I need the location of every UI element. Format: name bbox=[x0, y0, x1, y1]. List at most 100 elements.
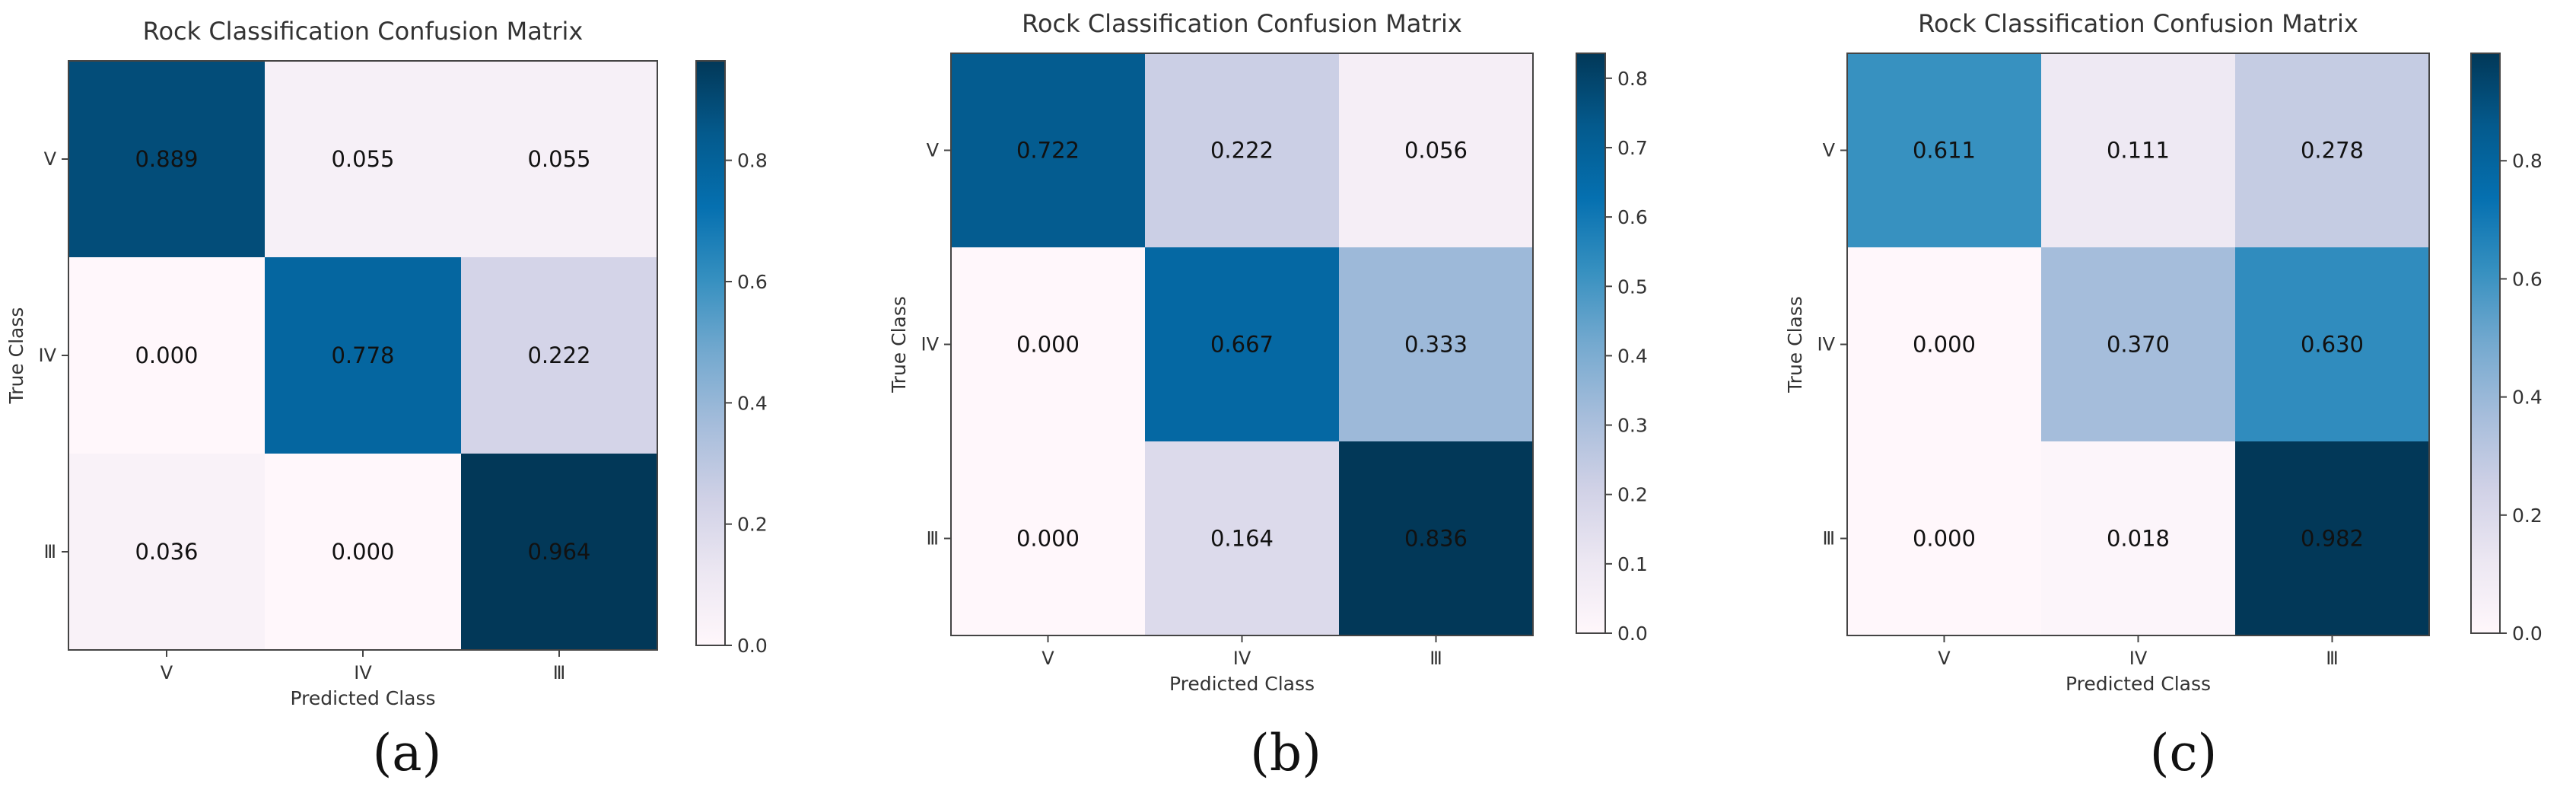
x-axis-label: Predicted Class bbox=[290, 687, 435, 709]
colorbar-tick-label: 0.0 bbox=[1617, 623, 1648, 645]
colorbar-tick-label: 0.2 bbox=[1617, 484, 1648, 506]
panel-label: (c) bbox=[2150, 724, 2217, 782]
colorbar-tick-label: 0.4 bbox=[737, 392, 768, 414]
cell-value-label: 0.370 bbox=[2107, 332, 2170, 358]
x-tick-label: Ⅲ bbox=[1430, 648, 1442, 669]
heatmap-cell bbox=[951, 53, 1145, 247]
y-tick-label: Ⅲ bbox=[1822, 528, 1835, 549]
y-tick-label: Ⅲ bbox=[926, 528, 939, 549]
cell-value-label: 0.889 bbox=[135, 146, 198, 172]
heatmap-cell bbox=[1847, 53, 2041, 247]
chart-title: Rock Classification Confusion Matrix bbox=[1918, 9, 2358, 38]
heatmap-cell bbox=[1339, 247, 1533, 441]
cell-value-label: 0.036 bbox=[135, 539, 198, 565]
colorbar-tick-label: 0.8 bbox=[1617, 68, 1648, 90]
x-tick-label: V bbox=[161, 662, 173, 683]
colorbar-tick-label: 0.5 bbox=[1617, 276, 1648, 298]
heatmap-cell bbox=[265, 257, 461, 454]
colorbar bbox=[1576, 53, 1606, 634]
colorbar bbox=[2470, 53, 2501, 634]
heatmap-cell bbox=[2041, 247, 2235, 441]
heatmap-cell bbox=[1847, 247, 2041, 441]
colorbar bbox=[695, 60, 726, 646]
y-tick-label: Ⅲ bbox=[43, 541, 56, 562]
cell-value-label: 0.055 bbox=[527, 146, 590, 172]
y-tick-label: V bbox=[927, 140, 940, 161]
colorbar-tick-label: 0.6 bbox=[1617, 206, 1648, 228]
heatmap-cell bbox=[2235, 441, 2429, 635]
x-tick-label: V bbox=[1938, 648, 1951, 669]
heatmap-cell bbox=[68, 454, 265, 650]
colorbar-tick-label: 0.7 bbox=[1617, 137, 1648, 159]
heatmap-cell bbox=[461, 454, 657, 650]
heatmap-cell bbox=[1145, 53, 1339, 247]
colorbar-tick-label: 0.8 bbox=[737, 150, 768, 172]
cell-value-label: 0.778 bbox=[331, 342, 394, 368]
cell-value-label: 0.055 bbox=[331, 146, 394, 172]
confusion-matrix-panel-1: Rock Classification Confusion Matrix 0.88… bbox=[5, 17, 768, 782]
y-tick-label: V bbox=[44, 148, 57, 170]
confusion-matrix-panel-3: Rock Classification Confusion Matrix 0.61… bbox=[1784, 9, 2543, 782]
heatmap-cell bbox=[2041, 441, 2235, 635]
heatmap-cell bbox=[2041, 53, 2235, 247]
heatmap-cell bbox=[1339, 441, 1533, 635]
x-tick-label: Ⅲ bbox=[2326, 648, 2339, 669]
heatmap-cell bbox=[68, 61, 265, 257]
heatmap-cell bbox=[461, 61, 657, 257]
x-tick-label: Ⅲ bbox=[553, 662, 566, 683]
colorbar-tick-label: 0.2 bbox=[737, 514, 768, 536]
heatmap-cell bbox=[1145, 247, 1339, 441]
x-axis-label: Predicted Class bbox=[2066, 673, 2211, 695]
colorbar-tick-label: 0.6 bbox=[2512, 268, 2543, 290]
cell-value-label: 0.982 bbox=[2301, 526, 2364, 552]
confusion-matrix-panel-2: Rock Classification Confusion Matrix 0.72… bbox=[888, 9, 1648, 782]
colorbar-tick-label: 0.8 bbox=[2512, 150, 2543, 172]
heatmap-cell bbox=[1847, 441, 2041, 635]
y-tick-label: V bbox=[1823, 140, 1836, 161]
heatmap-cell bbox=[461, 257, 657, 454]
cell-value-label: 0.000 bbox=[331, 539, 394, 565]
panel-label: (b) bbox=[1250, 724, 1321, 782]
x-tick-label: IV bbox=[1233, 648, 1251, 669]
cell-value-label: 0.222 bbox=[527, 342, 590, 368]
cell-value-label: 0.222 bbox=[1210, 138, 1274, 164]
colorbar-tick-label: 0.2 bbox=[2512, 505, 2543, 527]
cell-value-label: 0.333 bbox=[1404, 332, 1468, 358]
chart-title: Rock Classification Confusion Matrix bbox=[143, 17, 584, 46]
y-tick-label: IV bbox=[1818, 334, 1836, 355]
colorbar-tick-label: 0.0 bbox=[2512, 623, 2543, 645]
cell-value-label: 0.278 bbox=[2301, 138, 2364, 164]
cell-value-label: 0.630 bbox=[2301, 332, 2364, 358]
heatmap-cell bbox=[2235, 247, 2429, 441]
colorbar-tick-label: 0.1 bbox=[1617, 553, 1648, 575]
heatmap-cell bbox=[1339, 53, 1533, 247]
cell-value-label: 0.000 bbox=[1913, 332, 1976, 358]
cell-value-label: 0.667 bbox=[1210, 332, 1274, 358]
cell-value-label: 0.000 bbox=[1913, 526, 1976, 552]
cell-value-label: 0.611 bbox=[1913, 138, 1976, 164]
cell-value-label: 0.000 bbox=[135, 342, 198, 368]
heatmap-cell bbox=[265, 454, 461, 650]
colorbar-tick-label: 0.4 bbox=[2512, 387, 2543, 409]
heatmap-cell bbox=[68, 257, 265, 454]
x-tick-label: IV bbox=[2129, 648, 2148, 669]
x-tick-label: IV bbox=[354, 662, 372, 683]
x-tick-label: V bbox=[1042, 648, 1054, 669]
y-axis-label: True Class bbox=[5, 307, 27, 405]
colorbar-tick-label: 0.6 bbox=[737, 271, 768, 293]
heatmap-cell bbox=[951, 441, 1145, 635]
x-axis-label: Predicted Class bbox=[1169, 673, 1315, 695]
y-axis-label: True Class bbox=[888, 296, 910, 393]
cell-value-label: 0.964 bbox=[527, 539, 590, 565]
cell-value-label: 0.018 bbox=[2107, 526, 2170, 552]
heatmap-cell bbox=[2235, 53, 2429, 247]
heatmap-cell bbox=[265, 61, 461, 257]
y-tick-label: IV bbox=[921, 334, 940, 355]
cell-value-label: 0.000 bbox=[1016, 332, 1080, 358]
heatmap-cell bbox=[951, 247, 1145, 441]
panel-label: (a) bbox=[373, 724, 442, 782]
cell-value-label: 0.111 bbox=[2107, 138, 2170, 164]
cell-value-label: 0.722 bbox=[1016, 138, 1080, 164]
cell-value-label: 0.836 bbox=[1404, 526, 1468, 552]
